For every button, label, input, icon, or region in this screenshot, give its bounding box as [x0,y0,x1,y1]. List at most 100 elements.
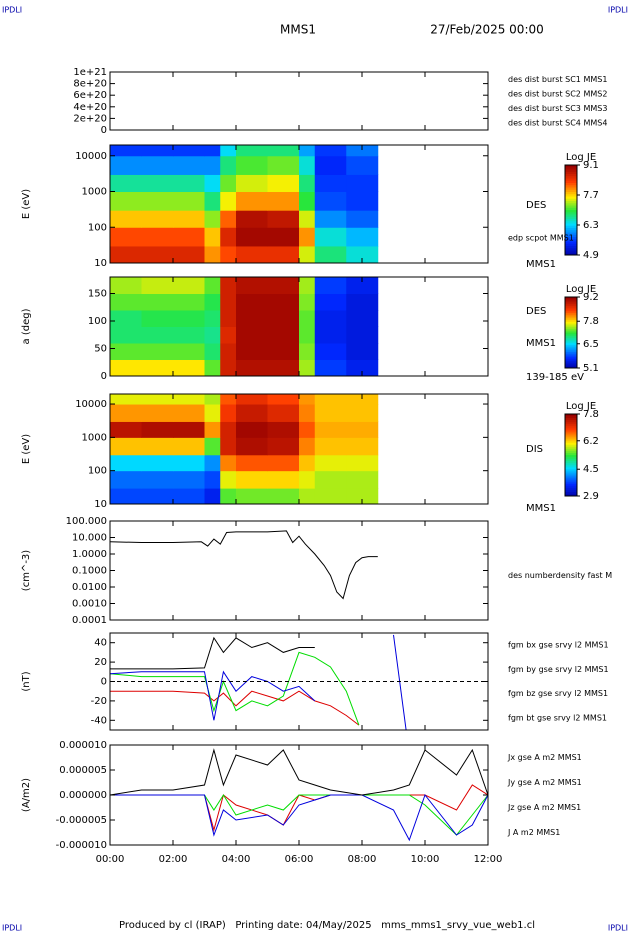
colorbar-step [565,493,577,497]
colorbar-step [565,481,577,485]
heat-cell [220,145,237,157]
heat-cell [299,343,316,360]
heat-cell [204,404,221,422]
title: MMS1 [280,23,316,37]
annotation: 139-185 eV [526,372,584,383]
colorbar-step [565,360,577,364]
heat-cell [141,227,174,247]
colorbar-step [565,362,577,365]
heat-cell [204,394,221,405]
heat-cell [204,310,221,327]
heat-cell [204,343,221,360]
y-tick-label: 0.0010 [72,599,107,610]
colorbar-step [565,434,577,438]
colorbar-tick-label: 4.9 [583,250,599,261]
colorbar-step [565,430,577,433]
plot-area [110,277,379,376]
heat-cell [267,488,300,504]
heat-cell [110,310,142,327]
heat-cell [236,145,268,157]
heat-cell [314,421,347,438]
heat-cell [299,488,316,504]
colorbar-tick-label: 7.8 [583,409,599,420]
heat-cell [220,359,237,376]
y-tick-label: -0.000010 [56,840,107,851]
colorbar-step [565,297,577,300]
legend-label: des numberdensity fast M [508,571,612,580]
heat-cell [173,470,205,489]
heat-cell [236,326,268,344]
colorbar-step [565,328,577,332]
legend-label: des dist burst SC4 MMS4 [508,118,607,127]
heat-cell [346,293,379,311]
colorbar-step [565,416,577,419]
heat-cell [110,293,142,311]
heat-cell [314,145,347,157]
heat-cell [314,454,347,472]
heat-cell [220,155,237,175]
colorbar-step [565,475,577,479]
colorbar-step [565,452,577,456]
y-tick-label: 0.000000 [59,790,107,801]
colorbar-step [565,339,577,342]
heat-cell [346,227,379,247]
legend-label: des dist burst SC3 MMS3 [508,104,607,113]
heat-cell [236,394,268,405]
heat-cell [236,245,268,263]
colorbar-step [565,440,577,444]
heat-cell [267,227,300,247]
heat-cell [220,421,237,438]
heat-cell [110,210,142,228]
heat-cell [314,155,347,175]
heat-cell [220,245,237,263]
y-tick-label: 8e+20 [73,79,107,90]
y-tick-label: 10.000 [72,533,107,544]
y-tick-label: 0 [101,371,107,382]
heat-cell [110,404,142,422]
heat-cell [236,155,268,175]
heat-cell [173,326,205,344]
heat-cell [173,404,205,422]
heat-cell [220,437,237,456]
heat-cell [141,210,174,228]
heat-cell [299,470,316,489]
colorbar-step [565,239,577,242]
x-tick-label: 02:00 [159,854,188,865]
heat-cell [204,277,221,294]
colorbar-step [565,473,577,476]
heat-cell [299,277,316,294]
panel: fgm bx gse srvy l2 MMS1 fgm by gse srvy l… [21,632,609,731]
annotation: DES [526,200,546,211]
colorbar-step [565,304,577,307]
colorbar-title: Log JE [566,284,596,295]
heat-cell [346,359,379,376]
colorbar-step [565,346,577,349]
colorbar-step [565,471,577,474]
heat-cell [141,343,174,360]
heat-cell [346,454,379,472]
heat-cell [204,245,221,263]
annotation: edp scpot MMS1 [508,234,574,243]
heat-cell [314,394,347,405]
y-tick-label: 100 [88,316,107,327]
panel: des dist burst SC1 MMS1 des dist burst SC… [73,67,607,136]
heat-cell [299,227,316,247]
series-line [110,690,360,726]
heat-cell [173,210,205,228]
x-tick-label: 08:00 [348,854,377,865]
heat-cell [141,470,174,489]
heat-cell [236,210,268,228]
y-axis-label: E (eV) [21,189,32,219]
colorbar-step [565,418,577,421]
heat-cell [204,421,221,438]
colorbar-step [565,307,577,310]
heat-cell [236,359,268,376]
colorbar-step [565,491,577,495]
colorbar-step [565,207,577,211]
heat-cell [314,174,347,193]
heat-cell [314,470,347,489]
annotation: MMS1 [526,503,556,514]
colorbar-step [565,225,577,229]
heat-cell [110,245,142,263]
heat-cell [346,174,379,193]
